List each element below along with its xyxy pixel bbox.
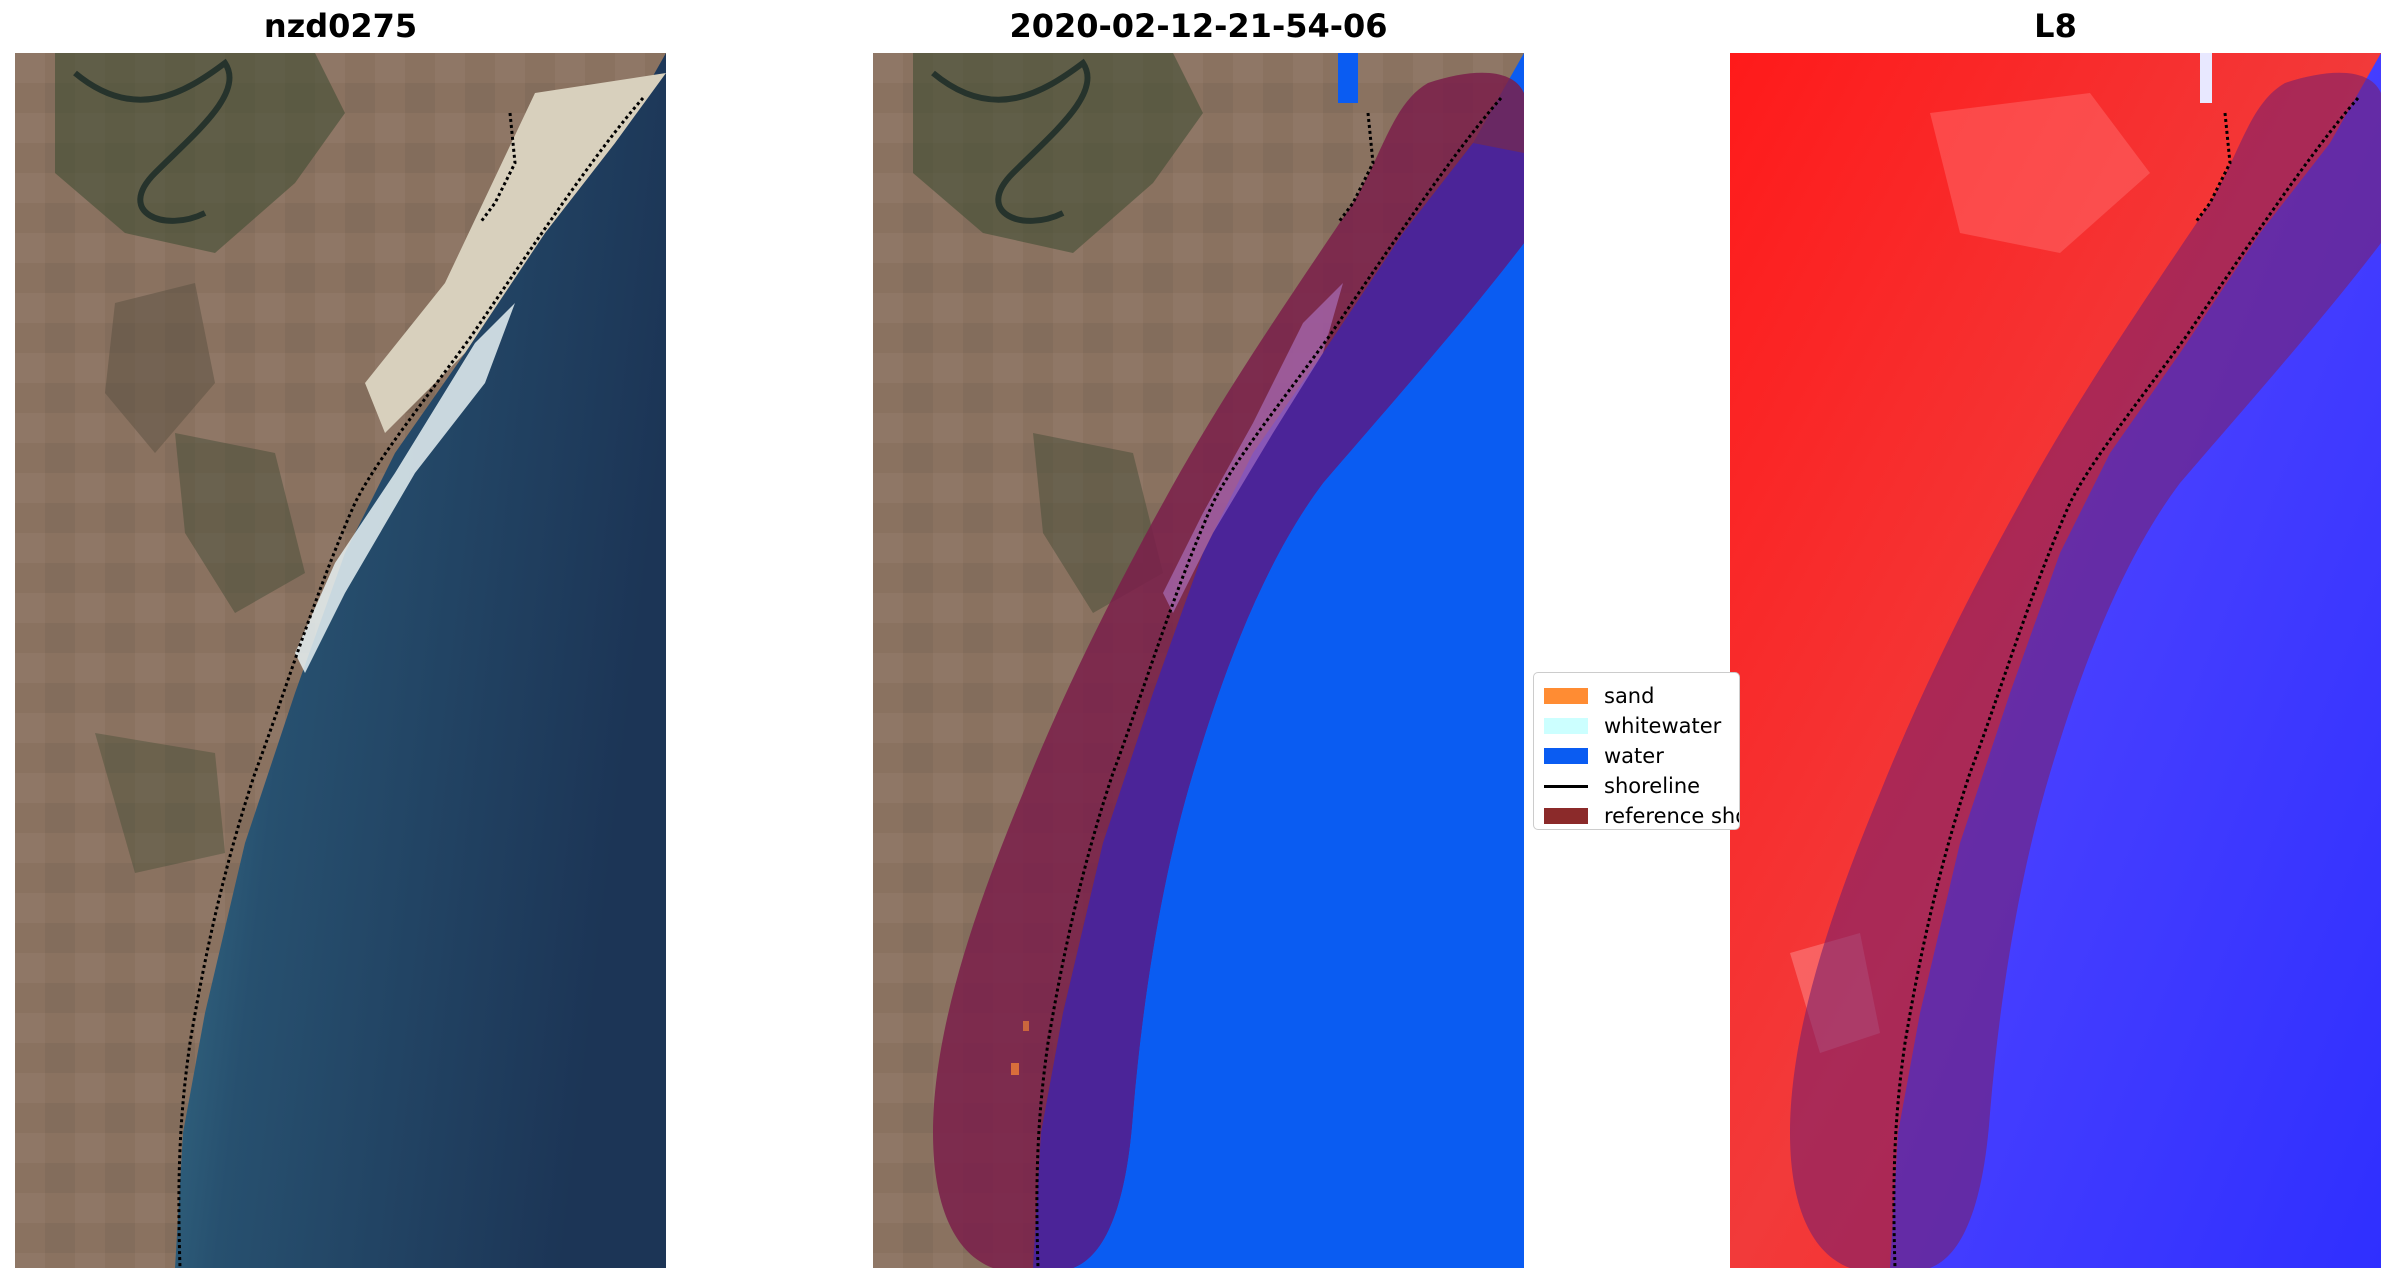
legend-item-reference-shoreline: reference shoreline buffer bbox=[1544, 803, 1739, 829]
classification-image bbox=[873, 53, 1524, 1268]
legend-label: shoreline bbox=[1604, 774, 1701, 798]
shoreline bbox=[1892, 97, 2360, 1268]
whitewater-class-area bbox=[1163, 283, 1343, 613]
legend-swatch-whitewater bbox=[1544, 718, 1588, 734]
water-class-area bbox=[1338, 53, 1358, 103]
legend-label: water bbox=[1604, 744, 1664, 768]
ndwi-image bbox=[1730, 53, 2381, 1268]
classification-panel bbox=[873, 53, 1524, 1268]
rgb-image-panel bbox=[15, 53, 666, 1268]
panel-title-ndwi: L8 bbox=[2034, 7, 2077, 45]
beach bbox=[365, 73, 666, 433]
panel-title-rgb: nzd0275 bbox=[263, 7, 418, 45]
legend-swatch-sand bbox=[1544, 688, 1588, 704]
sand-class-pixel bbox=[1023, 1021, 1029, 1031]
ocean bbox=[175, 53, 666, 1268]
legend: sand whitewater water shoreline referenc… bbox=[1533, 672, 1740, 830]
legend-item-sand: sand bbox=[1544, 683, 1654, 709]
water-index-area bbox=[2200, 53, 2212, 103]
legend-label: sand bbox=[1604, 684, 1655, 708]
shoreline bbox=[177, 97, 645, 1268]
shoreline bbox=[1035, 97, 1503, 1268]
vegetation-area bbox=[175, 433, 305, 613]
land-index-area bbox=[1930, 93, 2150, 253]
sand-class-pixel bbox=[1011, 1063, 1019, 1075]
vegetation-area bbox=[95, 733, 225, 873]
shoreline bbox=[2193, 112, 2232, 224]
legend-item-whitewater: whitewater bbox=[1544, 713, 1721, 739]
legend-label: whitewater bbox=[1604, 714, 1722, 738]
legend-item-water: water bbox=[1544, 743, 1664, 769]
panel-title-classification: 2020-02-12-21-54-06 bbox=[1009, 7, 1388, 45]
vegetation-area bbox=[913, 53, 1203, 253]
legend-label: reference shoreline buffer bbox=[1604, 804, 1739, 828]
legend-item-shoreline: shoreline bbox=[1544, 773, 1700, 799]
legend-swatch-shoreline bbox=[1544, 784, 1588, 788]
shoreline bbox=[1336, 112, 1375, 224]
river bbox=[931, 58, 1091, 224]
buffer-over-water bbox=[1033, 143, 1524, 1268]
hill-area bbox=[105, 283, 215, 453]
ndwi-panel bbox=[1730, 53, 2381, 1268]
reference-shoreline-buffer bbox=[1790, 72, 2381, 1268]
legend-swatch-water bbox=[1544, 748, 1588, 764]
shoreline bbox=[478, 112, 517, 224]
rgb-image bbox=[15, 53, 666, 1268]
river bbox=[73, 58, 233, 224]
surf-zone bbox=[295, 303, 515, 673]
legend-swatch-reference-shoreline bbox=[1544, 808, 1588, 824]
vegetation-area bbox=[55, 53, 345, 253]
